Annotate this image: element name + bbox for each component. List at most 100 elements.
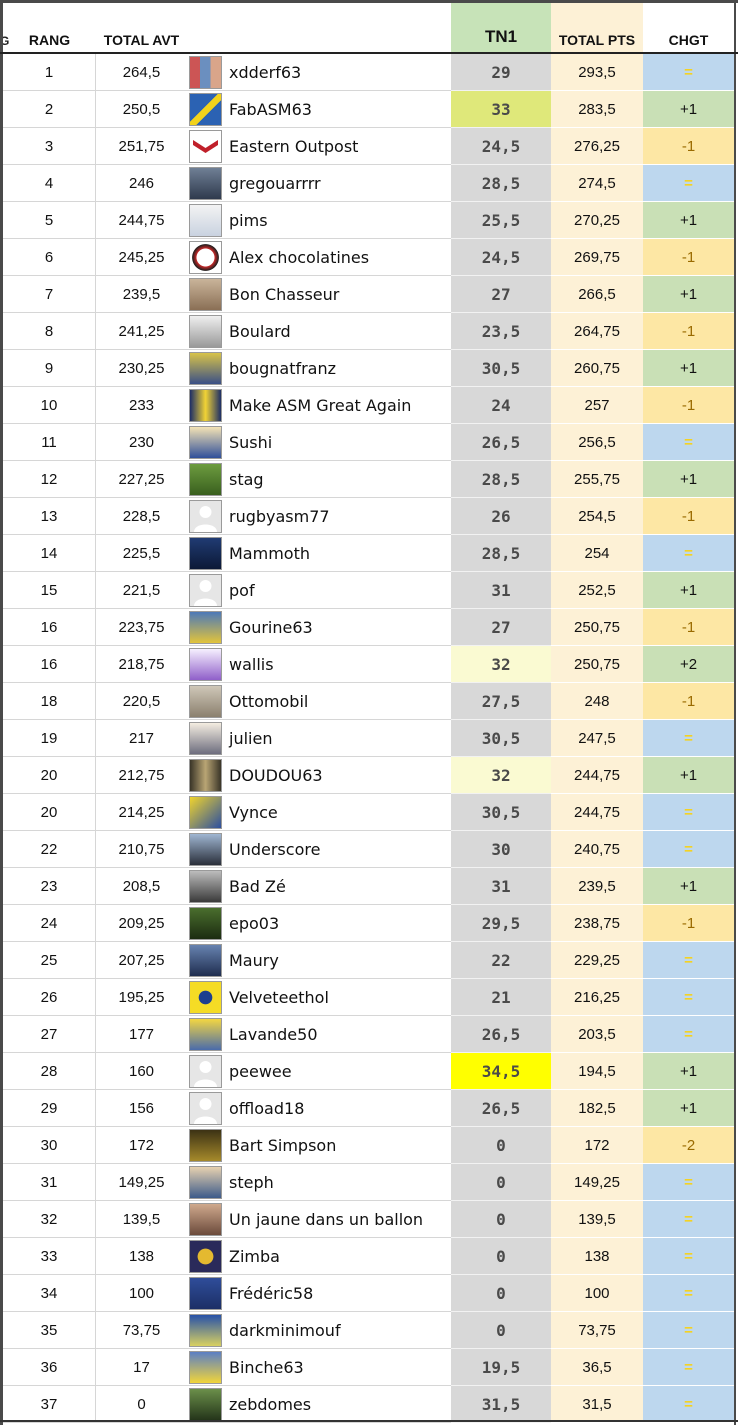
change-cell[interactable]: = <box>643 1349 734 1386</box>
total-pts-cell[interactable]: 238,75 <box>551 905 643 942</box>
total-avt-cell[interactable]: 138 <box>96 1238 187 1275</box>
avatar-cell[interactable] <box>187 239 224 276</box>
avatar-cell[interactable] <box>187 54 224 91</box>
change-cell[interactable]: = <box>643 1238 734 1275</box>
total-pts-cell[interactable]: 216,25 <box>551 979 643 1016</box>
avatar-cell[interactable] <box>187 1201 224 1238</box>
total-pts-cell[interactable]: 260,75 <box>551 350 643 387</box>
rank-cell[interactable]: 20 <box>3 794 96 831</box>
tn1-score-cell[interactable]: 33 <box>451 91 551 128</box>
change-cell[interactable]: = <box>643 1164 734 1201</box>
avatar-cell[interactable] <box>187 572 224 609</box>
table-row[interactable]: 15 221,5 pof 31 252,5 +1 <box>0 572 738 609</box>
tn1-score-cell[interactable]: 31 <box>451 572 551 609</box>
total-avt-cell[interactable]: 246 <box>96 165 187 202</box>
table-row[interactable]: 16 223,75 Gourine63 27 250,75 -1 <box>0 609 738 646</box>
total-avt-cell[interactable]: 230 <box>96 424 187 461</box>
change-cell[interactable]: = <box>643 942 734 979</box>
avatar-cell[interactable] <box>187 794 224 831</box>
table-row[interactable]: 16 218,75 wallis 32 250,75 +2 <box>0 646 738 683</box>
avatar-cell[interactable] <box>187 1127 224 1164</box>
table-row[interactable]: 5 244,75 pims 25,5 270,25 +1 <box>0 202 738 239</box>
avatar-cell[interactable] <box>187 535 224 572</box>
tn1-score-cell[interactable]: 34,5 <box>451 1053 551 1090</box>
table-row[interactable]: 18 220,5 Ottomobil 27,5 248 -1 <box>0 683 738 720</box>
player-name-cell[interactable]: peewee <box>224 1053 451 1090</box>
total-avt-cell[interactable]: 218,75 <box>96 646 187 683</box>
tn1-score-cell[interactable]: 22 <box>451 942 551 979</box>
player-name-cell[interactable]: Binche63 <box>224 1349 451 1386</box>
rank-cell[interactable]: 33 <box>3 1238 96 1275</box>
tn1-score-cell[interactable]: 0 <box>451 1312 551 1349</box>
total-avt-cell[interactable]: 17 <box>96 1349 187 1386</box>
avatar-cell[interactable] <box>187 165 224 202</box>
total-pts-cell[interactable]: 139,5 <box>551 1201 643 1238</box>
table-row[interactable]: 14 225,5 Mammoth 28,5 254 = <box>0 535 738 572</box>
tn1-score-cell[interactable]: 0 <box>451 1275 551 1312</box>
total-pts-cell[interactable]: 239,5 <box>551 868 643 905</box>
total-avt-cell[interactable]: 223,75 <box>96 609 187 646</box>
rank-cell[interactable]: 3 <box>3 128 96 165</box>
rank-cell[interactable]: 31 <box>3 1164 96 1201</box>
change-cell[interactable]: -1 <box>643 905 734 942</box>
player-name-cell[interactable]: Sushi <box>224 424 451 461</box>
player-name-cell[interactable]: Lavande50 <box>224 1016 451 1053</box>
player-name-cell[interactable]: rugbyasm77 <box>224 498 451 535</box>
total-pts-cell[interactable]: 270,25 <box>551 202 643 239</box>
table-row[interactable]: 22 210,75 Underscore 30 240,75 = <box>0 831 738 868</box>
total-pts-cell[interactable]: 254,5 <box>551 498 643 535</box>
total-pts-cell[interactable]: 229,25 <box>551 942 643 979</box>
total-avt-cell[interactable]: 241,25 <box>96 313 187 350</box>
tn1-score-cell[interactable]: 26,5 <box>451 1016 551 1053</box>
rank-cell[interactable]: 7 <box>3 276 96 313</box>
tn1-score-cell[interactable]: 26,5 <box>451 1090 551 1127</box>
rank-cell[interactable]: 23 <box>3 868 96 905</box>
tn1-score-cell[interactable]: 32 <box>451 757 551 794</box>
table-row[interactable]: 30 172 Bart Simpson 0 172 -2 <box>0 1127 738 1164</box>
tn1-score-cell[interactable]: 0 <box>451 1238 551 1275</box>
total-avt-cell[interactable]: 156 <box>96 1090 187 1127</box>
tn1-score-cell[interactable]: 32 <box>451 646 551 683</box>
tn1-score-cell[interactable]: 27 <box>451 276 551 313</box>
player-name-cell[interactable]: FabASM63 <box>224 91 451 128</box>
total-pts-cell[interactable]: 250,75 <box>551 646 643 683</box>
tn1-score-cell[interactable]: 19,5 <box>451 1349 551 1386</box>
change-cell[interactable]: = <box>643 424 734 461</box>
total-avt-cell[interactable]: 251,75 <box>96 128 187 165</box>
tn1-score-cell[interactable]: 25,5 <box>451 202 551 239</box>
player-name-cell[interactable]: bougnatfranz <box>224 350 451 387</box>
player-name-cell[interactable]: epo03 <box>224 905 451 942</box>
header-chgt[interactable]: CHGT <box>668 32 709 48</box>
total-pts-cell[interactable]: 203,5 <box>551 1016 643 1053</box>
total-pts-cell[interactable]: 276,25 <box>551 128 643 165</box>
total-avt-cell[interactable]: 195,25 <box>96 979 187 1016</box>
player-name-cell[interactable]: Gourine63 <box>224 609 451 646</box>
total-pts-cell[interactable]: 266,5 <box>551 276 643 313</box>
table-row[interactable]: 26 195,25 Velveteethol 21 216,25 = <box>0 979 738 1016</box>
total-avt-cell[interactable]: 227,25 <box>96 461 187 498</box>
table-row[interactable]: 12 227,25 stag 28,5 255,75 +1 <box>0 461 738 498</box>
player-name-cell[interactable]: offload18 <box>224 1090 451 1127</box>
tn1-score-cell[interactable]: 27,5 <box>451 683 551 720</box>
tn1-score-cell[interactable]: 31,5 <box>451 1386 551 1423</box>
total-avt-cell[interactable]: 230,25 <box>96 350 187 387</box>
total-pts-cell[interactable]: 182,5 <box>551 1090 643 1127</box>
player-name-cell[interactable]: Make ASM Great Again <box>224 387 451 424</box>
avatar-cell[interactable] <box>187 720 224 757</box>
avatar-cell[interactable] <box>187 979 224 1016</box>
total-pts-cell[interactable]: 256,5 <box>551 424 643 461</box>
total-avt-cell[interactable]: 209,25 <box>96 905 187 942</box>
table-row[interactable]: 33 138 Zimba 0 138 = <box>0 1238 738 1275</box>
change-cell[interactable]: +1 <box>643 202 734 239</box>
avatar-cell[interactable] <box>187 128 224 165</box>
change-cell[interactable]: = <box>643 720 734 757</box>
table-row[interactable]: 27 177 Lavande50 26,5 203,5 = <box>0 1016 738 1053</box>
total-avt-cell[interactable]: 172 <box>96 1127 187 1164</box>
change-cell[interactable]: = <box>643 1386 734 1423</box>
tn1-score-cell[interactable]: 29,5 <box>451 905 551 942</box>
avatar-cell[interactable] <box>187 1164 224 1201</box>
total-avt-cell[interactable]: 217 <box>96 720 187 757</box>
tn1-score-cell[interactable]: 30,5 <box>451 794 551 831</box>
total-avt-cell[interactable]: 221,5 <box>96 572 187 609</box>
change-cell[interactable]: +1 <box>643 461 734 498</box>
